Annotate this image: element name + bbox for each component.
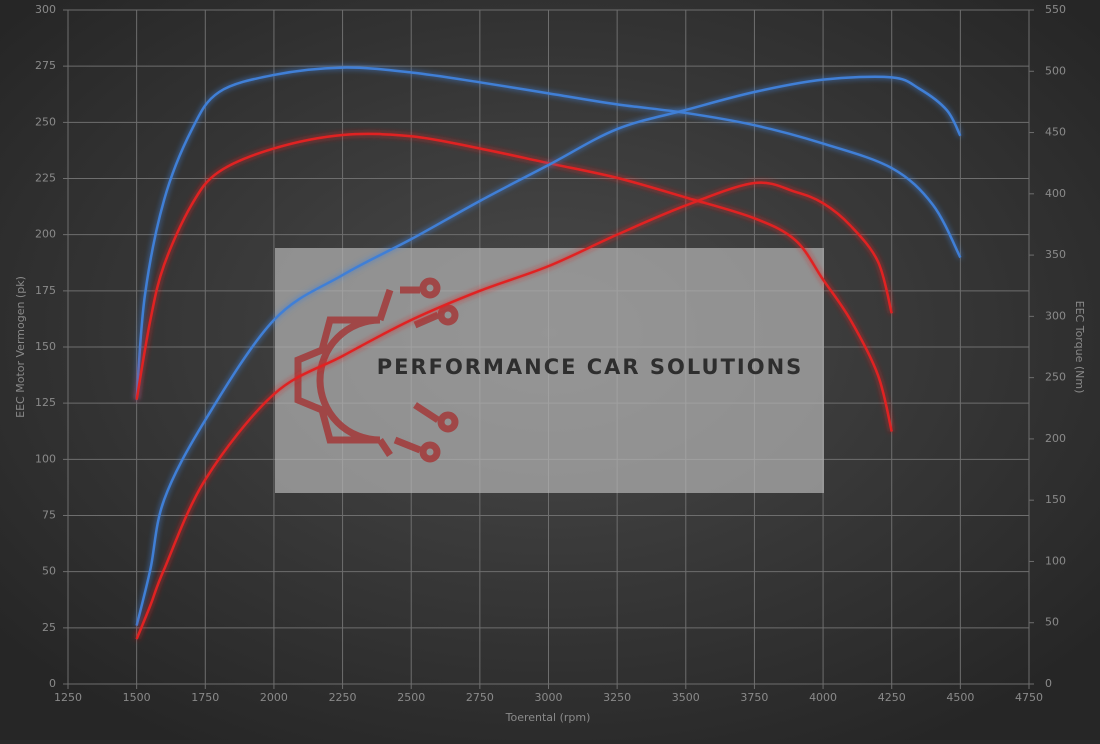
y-tick-label: 200: [35, 228, 56, 241]
y-tick-label: 25: [42, 621, 56, 634]
x-tick-label: 2000: [260, 691, 288, 704]
y-tick-label: 50: [42, 565, 56, 578]
y2-tick-label: 550: [1045, 3, 1066, 16]
y-axis-label: EEC Motor Vermogen (pk): [14, 276, 27, 418]
x-tick-label: 4250: [878, 691, 906, 704]
y2-tick-label: 450: [1045, 126, 1066, 139]
y-tick-label: 300: [35, 3, 56, 16]
y-tick-label: 100: [35, 452, 56, 465]
x-tick-label: 4750: [1015, 691, 1043, 704]
x-tick-label: 1250: [54, 691, 82, 704]
x-tick-label: 1750: [191, 691, 219, 704]
x-tick-label: 2750: [466, 691, 494, 704]
y2-tick-label: 400: [1045, 187, 1066, 200]
y2-tick-label: 150: [1045, 493, 1066, 506]
x-tick-label: 3250: [603, 691, 631, 704]
series-line: [135, 181, 893, 640]
y-tick-label: 150: [35, 340, 56, 353]
x-tick-label: 3500: [672, 691, 700, 704]
x-tick-label: 4000: [809, 691, 837, 704]
y2-tick-label: 500: [1045, 64, 1066, 77]
watermark-text: PERFORMANCE CAR SOLUTIONS: [377, 355, 804, 379]
x-tick-label: 3750: [740, 691, 768, 704]
y-tick-label: 0: [49, 677, 56, 690]
y2-tick-label: 200: [1045, 432, 1066, 445]
y2-tick-label: 350: [1045, 248, 1066, 261]
series-line: [135, 75, 962, 626]
x-axis-label: Toerental (rpm): [505, 711, 591, 724]
x-tick-label: 3000: [535, 691, 563, 704]
y2-tick-label: 0: [1045, 677, 1052, 690]
series-line: [135, 66, 962, 400]
y2-tick-label: 50: [1045, 616, 1059, 629]
y-tick-label: 175: [35, 284, 56, 297]
y2-tick-label: 300: [1045, 309, 1066, 322]
x-tick-label: 1500: [123, 691, 151, 704]
x-tick-label: 2250: [329, 691, 357, 704]
y-tick-label: 275: [35, 59, 56, 72]
series-line: [135, 132, 893, 432]
x-tick-label: 2500: [397, 691, 425, 704]
y2-axis-label: EEC Torque (Nm): [1073, 301, 1086, 394]
y2-tick-label: 250: [1045, 371, 1066, 384]
watermark-logo: [294, 277, 459, 463]
watermark-box: [275, 248, 824, 493]
y-tick-label: 225: [35, 172, 56, 185]
y-tick-label: 125: [35, 396, 56, 409]
y-tick-label: 75: [42, 509, 56, 522]
y-tick-label: 250: [35, 115, 56, 128]
y2-tick-label: 100: [1045, 554, 1066, 567]
grid: [63, 9, 1034, 689]
x-tick-label: 4500: [946, 691, 974, 704]
